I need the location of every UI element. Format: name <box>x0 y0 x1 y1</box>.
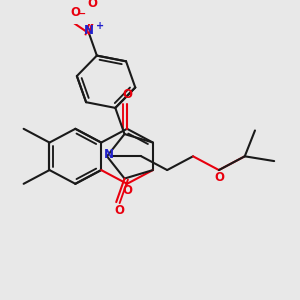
Text: O: O <box>122 184 132 197</box>
Text: −: − <box>77 9 86 20</box>
Text: O: O <box>122 88 132 101</box>
Text: O: O <box>70 6 80 19</box>
Text: +: + <box>96 21 104 31</box>
Text: O: O <box>115 204 125 218</box>
Text: N: N <box>84 24 94 37</box>
Text: O: O <box>87 0 97 11</box>
Text: O: O <box>214 171 224 184</box>
Text: N: N <box>104 148 114 161</box>
